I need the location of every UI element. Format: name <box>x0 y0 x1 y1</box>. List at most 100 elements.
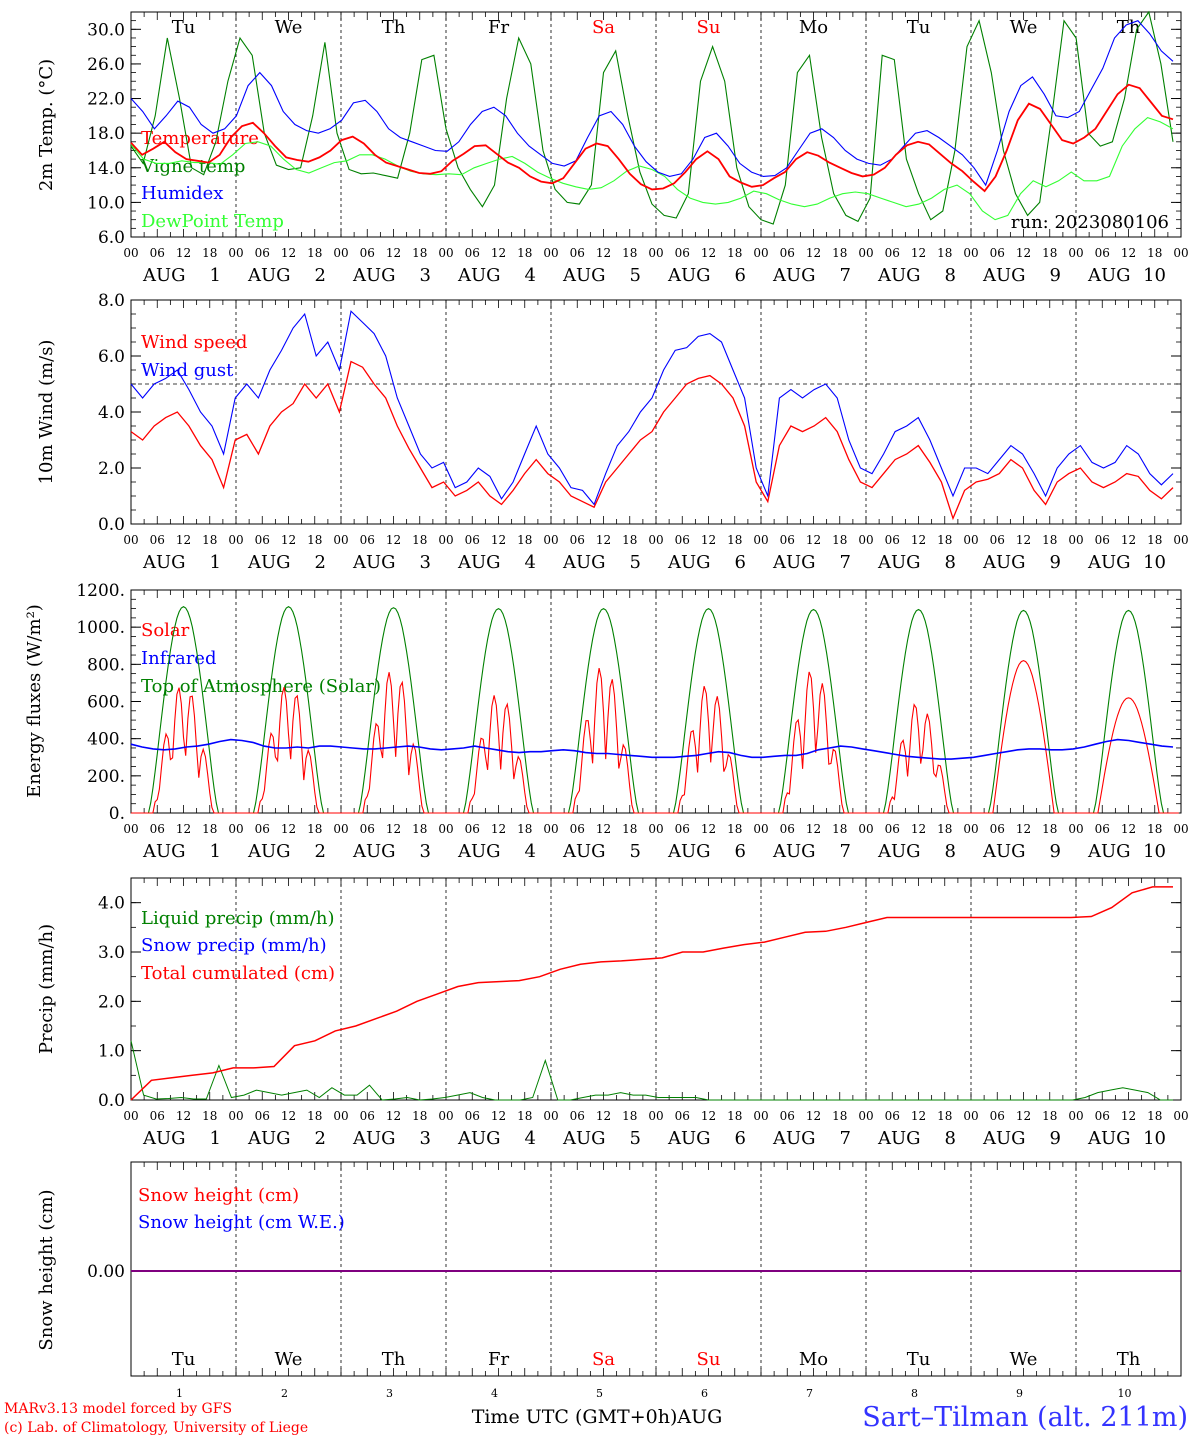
panel-energy-hour-label: 06 <box>675 822 690 836</box>
snow-day-number: 1 <box>176 1387 183 1400</box>
panel-temperature-legend-0: Temperature <box>141 128 259 149</box>
panel-temperature-y-tick-label: 18.0 <box>87 124 125 144</box>
panel-wind-legend-1: Wind gust <box>141 360 234 381</box>
panel-precip-hour-label: 12 <box>701 1109 716 1123</box>
panel-energy-month-label: AUG <box>982 841 1026 862</box>
panel-temperature-hour-label: 12 <box>1016 246 1031 260</box>
panel-energy-month-label: AUG <box>142 841 186 862</box>
panel-precip-hour-label: 00 <box>753 1109 768 1123</box>
panel-precip-day-label: 9 <box>1050 1128 1061 1149</box>
panel-temperature-month-label: AUG <box>772 265 816 286</box>
panel-energy-y-tick-label: 1200. <box>76 581 125 601</box>
panel-energy-hour-label: 06 <box>465 822 480 836</box>
panel-precip-hour-label: 18 <box>307 1109 322 1123</box>
panel-energy-y-tick-label: 1000. <box>76 618 125 638</box>
panel-wind-month-label: AUG <box>247 552 291 573</box>
panel-wind-day-label: 6 <box>735 552 746 573</box>
panel-wind-month-label: AUG <box>982 552 1026 573</box>
panel-energy-hour-label: 12 <box>701 822 716 836</box>
panel-energy-hour-label: 00 <box>123 822 138 836</box>
panel-wind-hour-label: 12 <box>911 533 926 547</box>
panel-wind-hour-label: 00 <box>648 533 663 547</box>
panel-precip-hour-label: 12 <box>806 1109 821 1123</box>
panel-wind-hour-label: 00 <box>543 533 558 547</box>
panel-wind-hour-label: 18 <box>1042 533 1057 547</box>
panel-temperature-legend-1: Vigne temp <box>140 156 245 177</box>
panel-energy-day-label: 4 <box>525 841 536 862</box>
panel-temperature-month-label: AUG <box>667 265 711 286</box>
panel-temperature-hour-label: 18 <box>202 246 217 260</box>
panel-energy-hour-label: 12 <box>806 822 821 836</box>
humidex-line <box>130 20 1174 187</box>
panel-precip-month-label: AUG <box>877 1128 921 1149</box>
panel-precip-hour-label: 00 <box>333 1109 348 1123</box>
panel-temperature-day-label: 3 <box>420 265 431 286</box>
snow-day-name: We <box>1010 1349 1038 1370</box>
snow-day-number: 2 <box>281 1387 288 1400</box>
panel-wind-hour-label: 12 <box>386 533 401 547</box>
panel-temperature-day-label: 10 <box>1143 265 1166 286</box>
panel-precip-legend-2: Total cumulated (cm) <box>141 963 335 984</box>
panel-precip-day-label: 6 <box>735 1128 746 1149</box>
credit-model: MARv3.13 model forced by GFS <box>4 1401 233 1417</box>
panel-temperature-day-label: 2 <box>315 265 326 286</box>
panel-wind-hour-label: 00 <box>858 533 873 547</box>
panel-precip-month-label: AUG <box>1087 1128 1131 1149</box>
liquid-precip-line <box>130 1040 1173 1101</box>
panel-wind-hour-label: 18 <box>517 533 532 547</box>
panel-energy-hour-label: 00 <box>228 822 243 836</box>
total-cumulated-line <box>130 886 1173 1101</box>
panel-temperature-legend-3: DewPoint Temp <box>141 211 284 232</box>
panel-precip-month-label: AUG <box>247 1128 291 1149</box>
temp-day-name: We <box>275 17 303 38</box>
panel-wind-month-label: AUG <box>1087 552 1131 573</box>
panel-temperature-hour-label: 06 <box>675 246 690 260</box>
panel-energy-month-label: AUG <box>247 841 291 862</box>
panel-temperature-hour-label: 00 <box>333 246 348 260</box>
temp-day-name: Sa <box>592 17 615 38</box>
panel-precip-day-label: 4 <box>525 1128 536 1149</box>
x-axis-month: AUG <box>677 1406 723 1428</box>
panel-energy-hour-label: 18 <box>1147 822 1162 836</box>
panel-precip-hour-label: 12 <box>281 1109 296 1123</box>
panel-wind-y-tick-label: 2.0 <box>98 459 125 479</box>
panel-precip-month-label: AUG <box>772 1128 816 1149</box>
panel-wind-month-label: AUG <box>772 552 816 573</box>
panel-precip-hour-label: 18 <box>727 1109 742 1123</box>
panel-wind-hour-label: 00 <box>228 533 243 547</box>
panel-precip-hour-label: 18 <box>937 1109 952 1123</box>
panel-energy-day-label: 2 <box>315 841 326 862</box>
panel-temperature-hour-label: 06 <box>360 246 375 260</box>
panel-energy-day-label: 10 <box>1143 841 1166 862</box>
panel-wind-day-label: 10 <box>1143 552 1166 573</box>
panel-temperature-hour-label: 12 <box>491 246 506 260</box>
panel-precip-hour-label: 12 <box>596 1109 611 1123</box>
panel-precip-month-label: AUG <box>142 1128 186 1149</box>
panel-energy-day-label: 9 <box>1050 841 1061 862</box>
panel-temperature-hour-label: 00 <box>1068 246 1083 260</box>
panel-wind-hour-label: 18 <box>412 533 427 547</box>
panel-precip-hour-label: 06 <box>990 1109 1005 1123</box>
snow-day-number: 10 <box>1118 1387 1132 1400</box>
panel-energy-y-axis-label: Energy fluxes (W/m²) <box>24 604 45 798</box>
panel-energy-day-label: 8 <box>945 841 956 862</box>
panel-energy-y-tick-label: 400. <box>87 730 125 750</box>
panel-temperature-hour-label: 06 <box>780 246 795 260</box>
panel-energy-hour-label: 12 <box>911 822 926 836</box>
panel-temperature-day-label: 6 <box>735 265 746 286</box>
panel-precip-hour-label: 12 <box>176 1109 191 1123</box>
panel-energy-hour-label: 18 <box>412 822 427 836</box>
panel-energy-y-tick-label: 200. <box>87 767 125 787</box>
panel-precip-hour-label: 12 <box>1016 1109 1031 1123</box>
panel-energy-hour-label: 12 <box>1016 822 1031 836</box>
panel-snow-legend-1: Snow height (cm W.E.) <box>138 1212 345 1233</box>
panel-temperature-hour-label: 00 <box>648 246 663 260</box>
snow-day-name: Fr <box>488 1349 509 1370</box>
panel-temperature-month-label: AUG <box>562 265 606 286</box>
panel-temperature-hour-label: 12 <box>596 246 611 260</box>
panel-precip-y-tick-label: 0.0 <box>98 1091 125 1111</box>
panel-energy-day-label: 7 <box>840 841 851 862</box>
panel-wind-hour-label: 06 <box>255 533 270 547</box>
panel-precip-hour-label: 06 <box>150 1109 165 1123</box>
panel-temperature-y-tick-label: 22.0 <box>87 90 125 110</box>
